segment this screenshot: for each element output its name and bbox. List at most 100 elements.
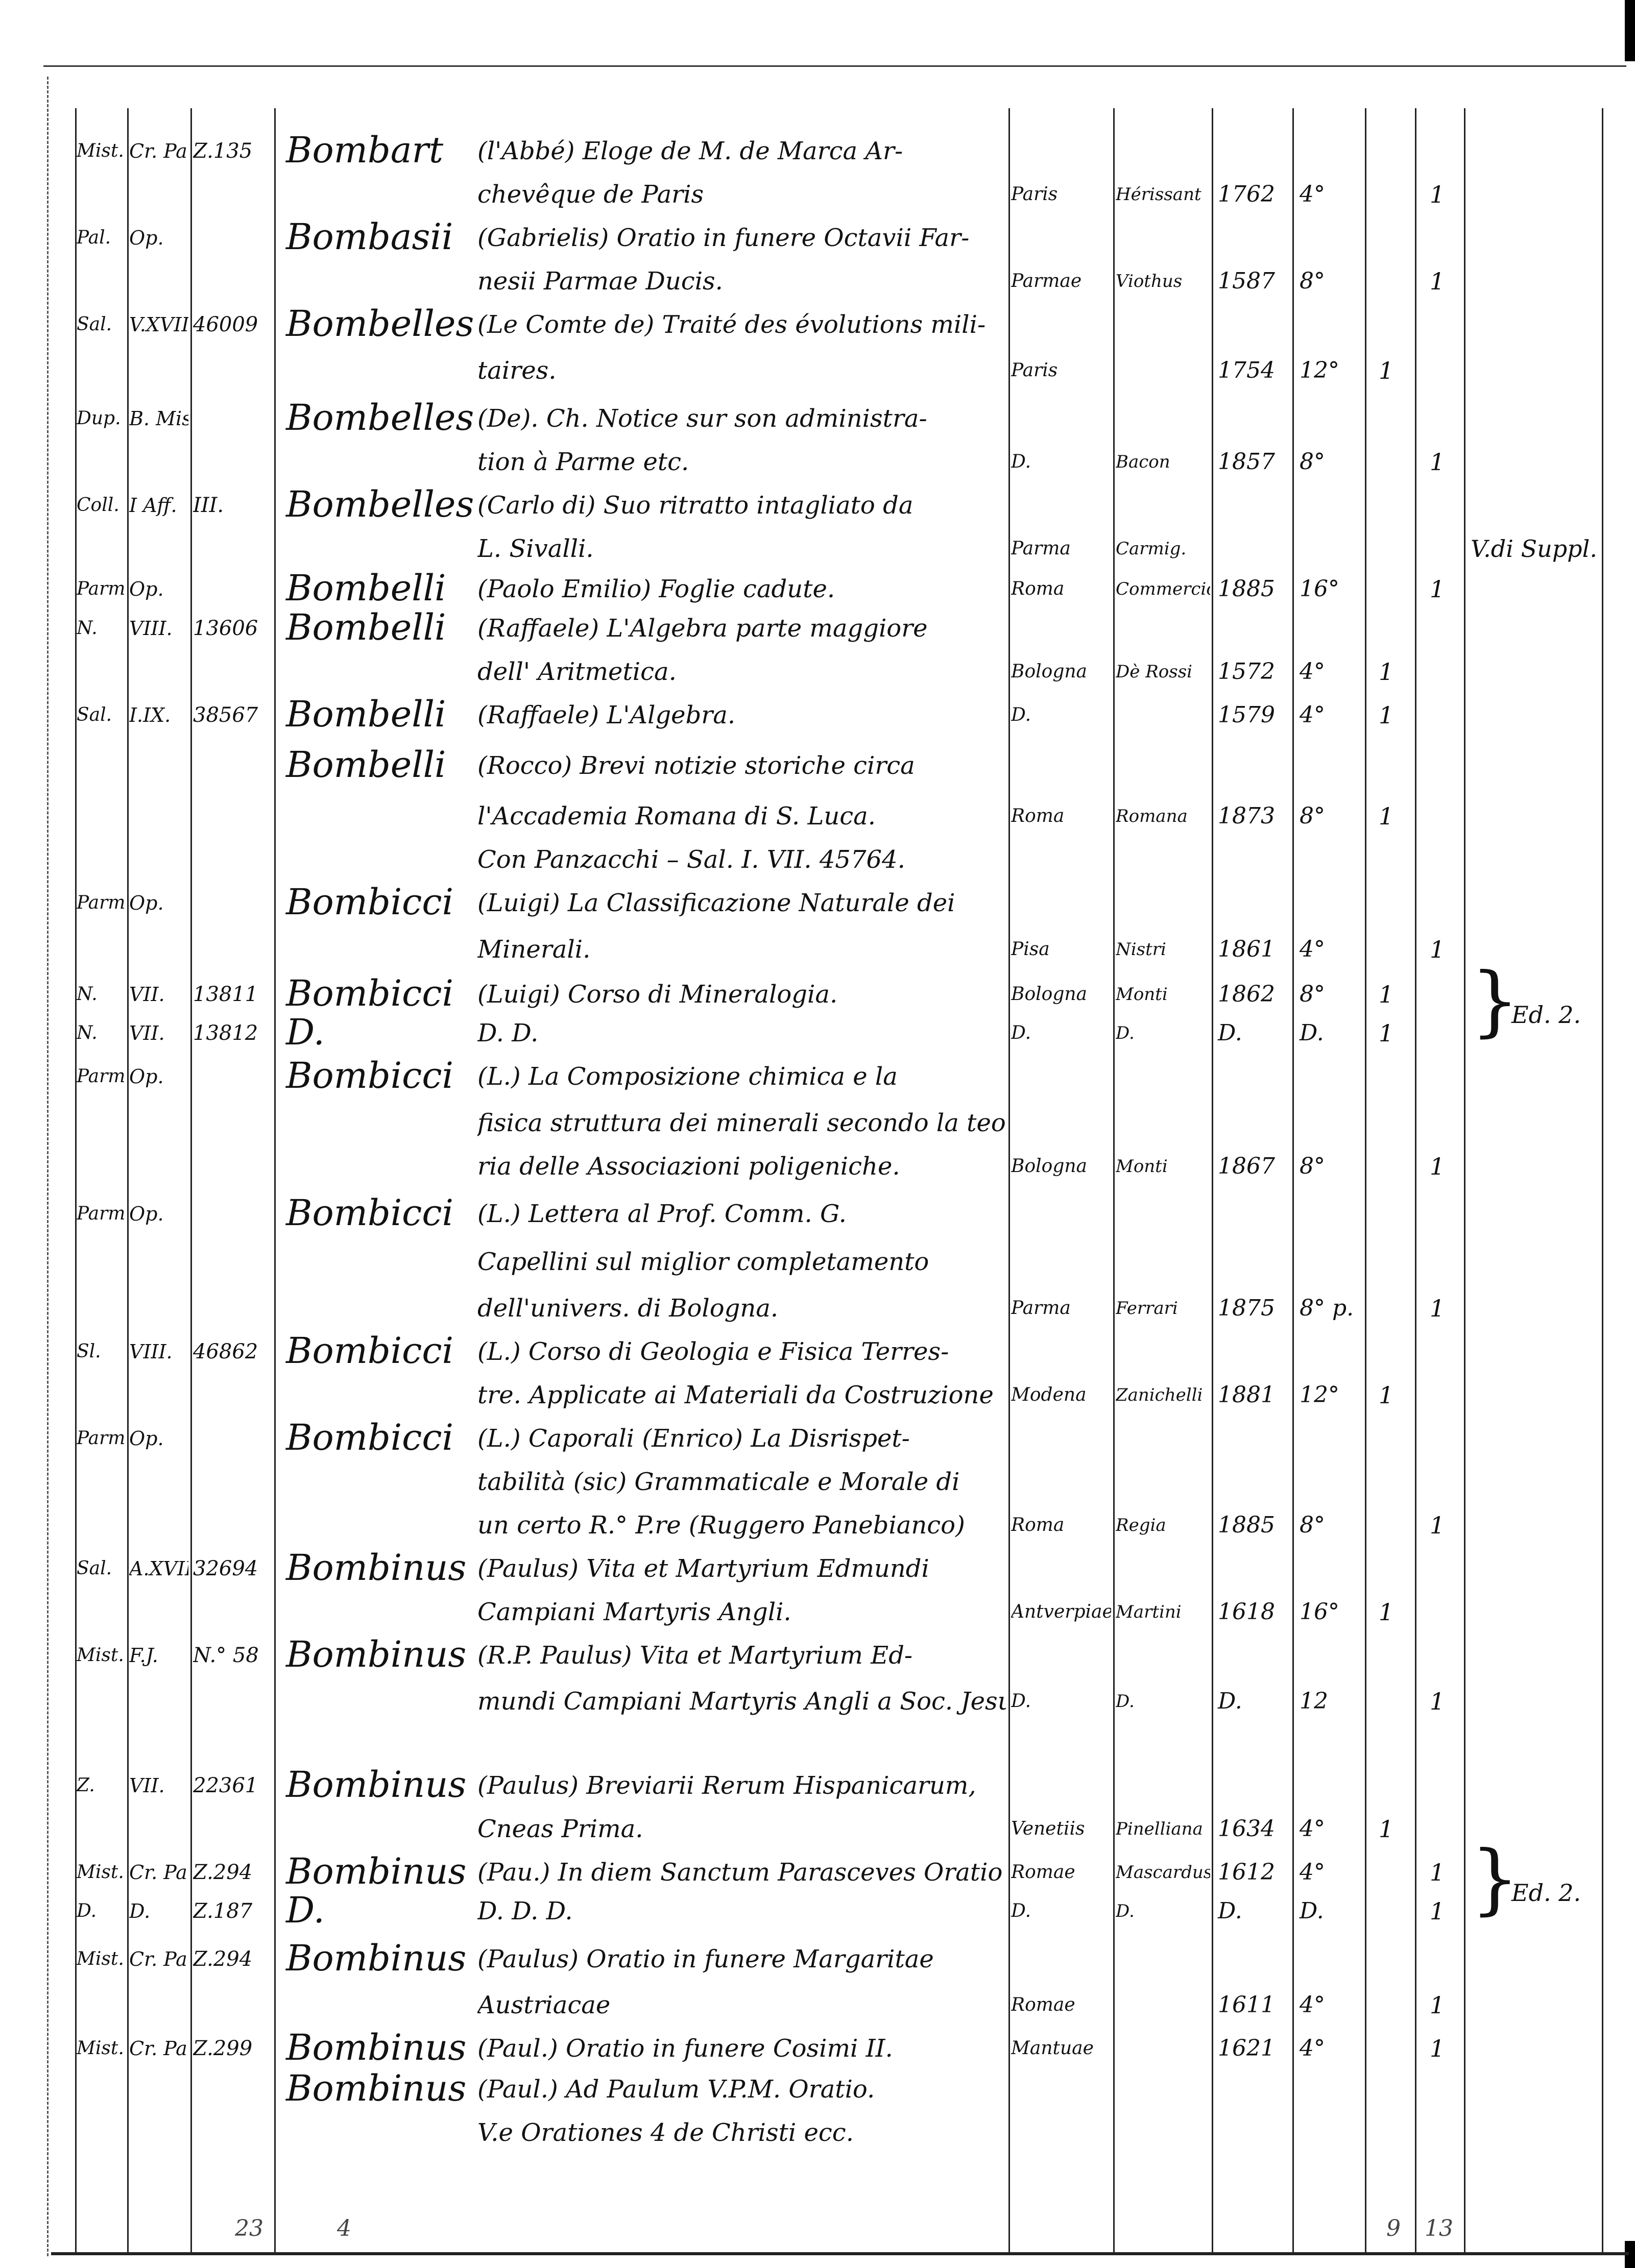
year-cell: 1762 — [1218, 181, 1275, 207]
location-cell: Coll. — [77, 495, 119, 516]
column-rule — [75, 108, 77, 2255]
number-cell: 13606 — [193, 617, 258, 640]
title-cell: (L.) Caporali (Enrico) La Disrispet- — [477, 1424, 910, 1453]
volume-count-cell: 1 — [1430, 448, 1445, 476]
ledger-line: Z. VII. 22361 Bombinus (Paulus) Breviarii Re… — [0, 1764, 1635, 1807]
title-cell: (Paolo Emilio) Foglie cadute. — [477, 575, 835, 603]
title-cell: un certo R.° P.re (Ruggero Panebianco) — [477, 1511, 965, 1540]
title-cell: (R.P. Paulus) Vita et Martyrium Ed- — [477, 1641, 913, 1670]
footer-mark: 23 — [235, 2215, 263, 2241]
title-cell: (Paulus) Oratio in funere Margaritae — [477, 1945, 934, 1973]
printer-cell: Carmig. — [1116, 539, 1187, 559]
volume-count-cell: 1 — [1430, 2035, 1445, 2062]
ledger-line: Sl. VIII. 46862 Bombicci (L.) Corso di Geolo… — [0, 1330, 1635, 1373]
shelf-cell: I.IX. — [129, 704, 171, 726]
author-cell: Bombelles — [286, 483, 474, 525]
author-cell: Bombicci — [286, 1055, 453, 1096]
title-cell: (L.) Corso di Geologia e Fisica Terres- — [477, 1337, 949, 1366]
number-cell: Z.187 — [193, 1899, 253, 1923]
volume-count-cell: 1 — [1379, 658, 1394, 686]
volume-count-cell: 1 — [1430, 1153, 1445, 1180]
title-cell: tion à Parme etc. — [477, 448, 689, 476]
format-cell: 12° — [1300, 1382, 1339, 1408]
title-cell: (Paul.) Ad Paulum V.P.M. Oratio. — [477, 2075, 875, 2104]
title-cell: Austriacae — [477, 1991, 611, 2019]
title-cell: (Carlo di) Suo ritratto intagliato da — [477, 491, 913, 520]
place-cell: Antverpiae — [1011, 1601, 1111, 1622]
format-cell: D. — [1300, 1020, 1324, 1046]
volume-count-cell: 1 — [1430, 936, 1445, 963]
author-cell: Bombinus — [286, 1937, 467, 1979]
location-cell: Mist. — [77, 1862, 124, 1883]
printer-cell: Dè Rossi — [1116, 662, 1193, 682]
ledger-line: Campiani Martyris Angli. Antverpiae Martin… — [0, 1591, 1635, 1633]
number-cell: 32694 — [193, 1557, 258, 1580]
ledger-line: dell' Aritmetica. Bologna Dè Rossi 1572 4° 1 — [0, 650, 1635, 693]
scan-edge-bottom — [1625, 2241, 1635, 2268]
format-cell: 4° — [1300, 936, 1325, 962]
volume-count-cell: 1 — [1379, 1598, 1394, 1626]
author-cell: D. — [286, 1889, 325, 1931]
format-cell: D. — [1300, 1898, 1324, 1924]
brace-mark: } — [1471, 1835, 1520, 1923]
year-cell: D. — [1218, 1020, 1242, 1046]
place-cell: Pisa — [1011, 939, 1050, 960]
margin-rule — [47, 77, 49, 2256]
printer-cell: Mascardus — [1116, 1862, 1210, 1883]
author-cell: Bombelli — [286, 606, 446, 648]
ledger-line: N. VII. 13812 D. D. D. D. D. D. D. 1 — [0, 1012, 1635, 1055]
title-cell: (Raffaele) L'Algebra. — [477, 701, 736, 729]
location-cell: Mist. — [77, 1948, 124, 1969]
volume-count-cell: 1 — [1430, 575, 1445, 603]
location-cell: Sal. — [77, 1558, 112, 1579]
ledger-line: Cneas Prima. Venetiis Pinelliana 1634 4° 1 — [0, 1808, 1635, 1850]
year-cell: 1572 — [1218, 659, 1275, 685]
format-cell: 4° — [1300, 1816, 1325, 1842]
author-cell: Bombinus — [286, 1547, 467, 1589]
format-cell: 4° — [1300, 2035, 1325, 2061]
shelf-cell: Cr. Parm. — [129, 1948, 188, 1970]
ledger-line: L. Sivalli. Parma Carmig. V.di Suppl. — [0, 527, 1635, 570]
location-cell: Sl. — [77, 1341, 101, 1362]
printer-cell: Romana — [1116, 806, 1188, 826]
location-cell: N. — [77, 984, 98, 1005]
printer-cell: D. — [1116, 1901, 1135, 1921]
location-cell: Mist. — [77, 2038, 124, 2059]
author-cell: Bombinus — [286, 2067, 467, 2109]
column-rule — [1113, 108, 1115, 2255]
title-cell: Con Panzacchi – Sal. I. VII. 45764. — [477, 845, 905, 874]
title-cell: (Paul.) Oratio in funere Cosimi II. — [477, 2034, 893, 2063]
title-cell: Capellini sul miglior completamento — [477, 1248, 929, 1276]
printer-cell: Martini — [1116, 1602, 1182, 1622]
author-cell: Bombelles — [286, 303, 474, 345]
volume-count-cell: 1 — [1379, 1381, 1394, 1409]
printer-cell: Commercio — [1116, 579, 1210, 599]
shelf-cell: Op. — [129, 578, 164, 600]
ledger-line: ria delle Associazioni poligeniche. Bolog… — [0, 1145, 1635, 1188]
ledger-line: Parm.Op. Bombicci (L.) La Composizione chi… — [0, 1055, 1635, 1098]
title-cell: (L.) Lettera al Prof. Comm. G. — [477, 1200, 847, 1228]
title-cell: fisica struttura dei minerali secondo la… — [477, 1109, 1006, 1137]
year-cell: 1857 — [1218, 449, 1275, 475]
column-rule — [190, 108, 192, 2255]
location-cell: N. — [77, 618, 98, 639]
place-cell: Romae — [1011, 1862, 1075, 1883]
place-cell: Bologna — [1011, 661, 1088, 682]
format-cell: 16° — [1300, 1599, 1339, 1625]
number-cell: 13811 — [193, 983, 258, 1006]
place-cell: Roma — [1011, 1515, 1065, 1535]
ledger-line: tion à Parme etc. D. Bacon 1857 8° 1 — [0, 441, 1635, 483]
place-cell: Parmae — [1011, 271, 1082, 291]
location-cell: Sal. — [77, 314, 112, 335]
title-cell: (Paulus) Vita et Martyrium Edmundi — [477, 1554, 929, 1583]
ledger-line: Parm.Op. Bombicci (L.) Caporali (Enrico) L… — [0, 1417, 1635, 1460]
year-cell: 1754 — [1218, 357, 1275, 383]
column-rule — [1292, 108, 1294, 2255]
location-cell: N. — [77, 1022, 98, 1043]
year-cell: 1634 — [1218, 1816, 1275, 1842]
author-cell: Bombicci — [286, 1330, 453, 1372]
volume-count-cell: 1 — [1430, 1511, 1445, 1539]
title-cell: (De). Ch. Notice sur son administra- — [477, 404, 927, 433]
place-cell: Bologna — [1011, 1156, 1088, 1177]
ledger-line: mundi Campiani Martyris Angli a Soc. Jes… — [0, 1680, 1635, 1723]
